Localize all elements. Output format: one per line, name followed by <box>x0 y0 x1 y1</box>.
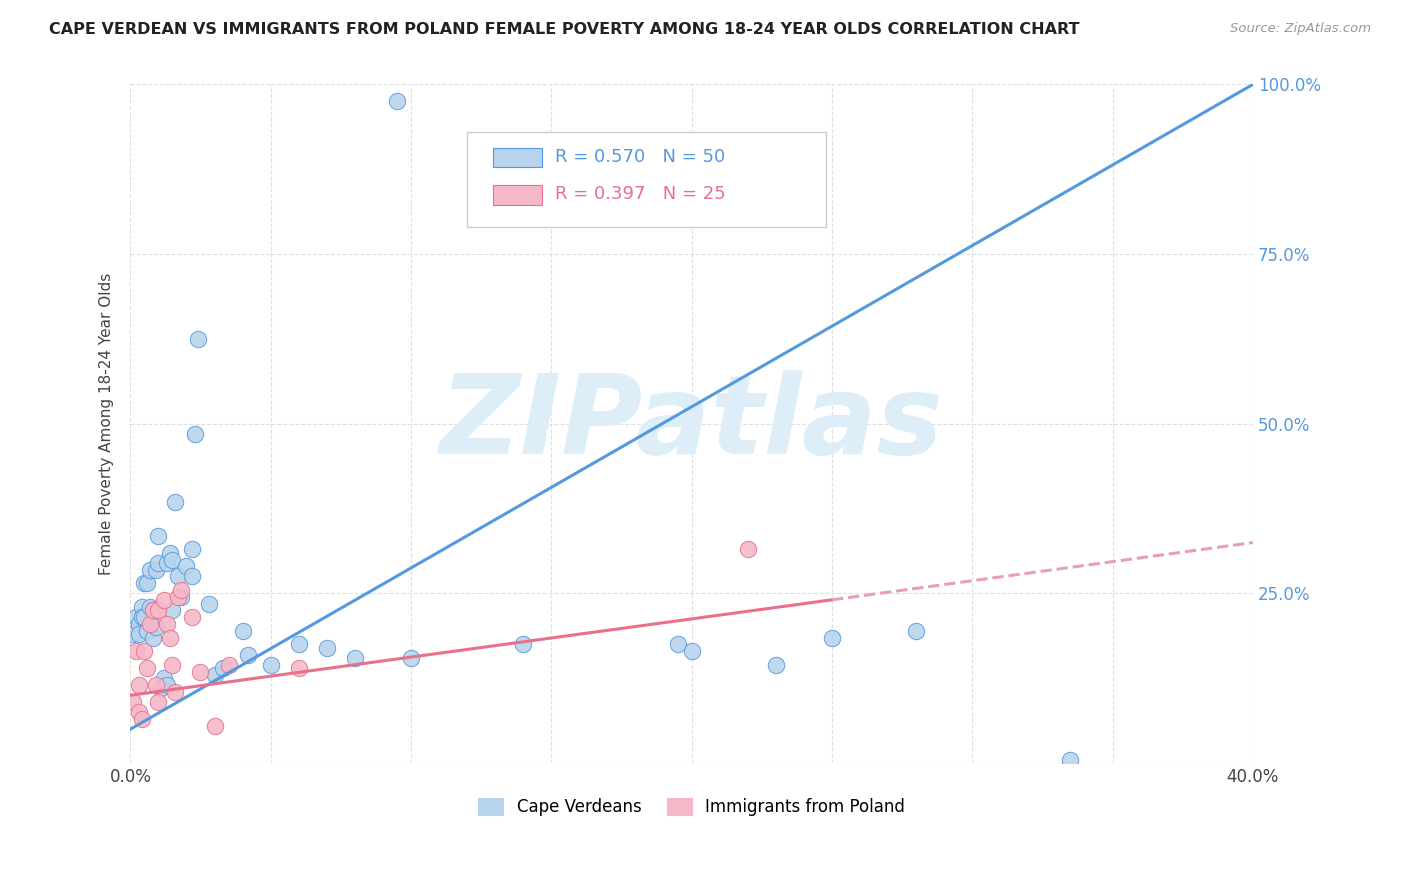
Point <box>198 597 221 611</box>
Point <box>287 661 309 675</box>
Point <box>134 644 156 658</box>
Point <box>125 610 148 624</box>
Point <box>343 651 366 665</box>
Point <box>148 556 170 570</box>
Point <box>165 495 187 509</box>
Point <box>156 617 179 632</box>
Point <box>134 610 156 624</box>
Point <box>136 661 159 675</box>
Point <box>232 624 254 638</box>
Point <box>204 668 226 682</box>
Point <box>681 644 703 658</box>
Point <box>142 631 165 645</box>
Point <box>259 657 281 672</box>
Point <box>159 631 181 645</box>
Text: R = 0.570   N = 50: R = 0.570 N = 50 <box>554 148 725 166</box>
Point <box>162 657 184 672</box>
Point <box>821 631 844 645</box>
Point <box>905 624 928 638</box>
Point <box>136 624 159 638</box>
Point <box>737 542 759 557</box>
Text: Source: ZipAtlas.com: Source: ZipAtlas.com <box>1230 22 1371 36</box>
Point <box>159 546 181 560</box>
Point <box>181 542 204 557</box>
Point <box>512 637 534 651</box>
Point <box>131 600 153 615</box>
Point <box>131 712 153 726</box>
Point <box>218 657 240 672</box>
Point <box>287 637 309 651</box>
Legend: Cape Verdeans, Immigrants from Poland: Cape Verdeans, Immigrants from Poland <box>472 791 911 822</box>
Point <box>128 705 150 719</box>
Point <box>148 695 170 709</box>
Point <box>212 661 235 675</box>
Point <box>176 559 198 574</box>
Point <box>148 529 170 543</box>
Point <box>181 569 204 583</box>
Point <box>153 593 176 607</box>
Point <box>204 719 226 733</box>
Point <box>145 620 167 634</box>
Point <box>162 552 184 566</box>
Point <box>131 610 153 624</box>
Point <box>165 685 187 699</box>
Point <box>167 569 190 583</box>
Y-axis label: Female Poverty Among 18-24 Year Olds: Female Poverty Among 18-24 Year Olds <box>100 273 114 575</box>
Point <box>139 563 162 577</box>
Point <box>136 576 159 591</box>
Point <box>153 671 176 685</box>
Point <box>142 603 165 617</box>
Point <box>1059 753 1081 767</box>
Point <box>139 617 162 632</box>
Point <box>170 583 193 598</box>
Point <box>238 648 260 662</box>
FancyBboxPatch shape <box>467 132 827 227</box>
Point <box>150 681 173 696</box>
FancyBboxPatch shape <box>494 185 543 204</box>
Point <box>162 603 184 617</box>
Point <box>145 563 167 577</box>
Point <box>156 678 179 692</box>
Text: ZIPatlas: ZIPatlas <box>440 370 943 477</box>
Point <box>666 637 689 651</box>
Text: CAPE VERDEAN VS IMMIGRANTS FROM POLAND FEMALE POVERTY AMONG 18-24 YEAR OLDS CORR: CAPE VERDEAN VS IMMIGRANTS FROM POLAND F… <box>49 22 1080 37</box>
Point <box>139 600 162 615</box>
Point <box>385 95 408 109</box>
Point <box>765 657 787 672</box>
Point <box>142 603 165 617</box>
Point <box>187 332 209 346</box>
Point <box>167 590 190 604</box>
Point <box>128 617 150 632</box>
FancyBboxPatch shape <box>494 147 543 167</box>
Point <box>184 427 207 442</box>
Point <box>122 695 145 709</box>
Point <box>190 665 212 679</box>
Text: R = 0.397   N = 25: R = 0.397 N = 25 <box>554 186 725 203</box>
Point <box>181 610 204 624</box>
Point <box>125 644 148 658</box>
Point <box>399 651 422 665</box>
Point <box>128 627 150 641</box>
Point <box>315 640 337 655</box>
Point <box>122 627 145 641</box>
Point <box>145 678 167 692</box>
Point <box>156 556 179 570</box>
Point <box>170 590 193 604</box>
Point <box>134 576 156 591</box>
Point <box>128 678 150 692</box>
Point <box>148 603 170 617</box>
